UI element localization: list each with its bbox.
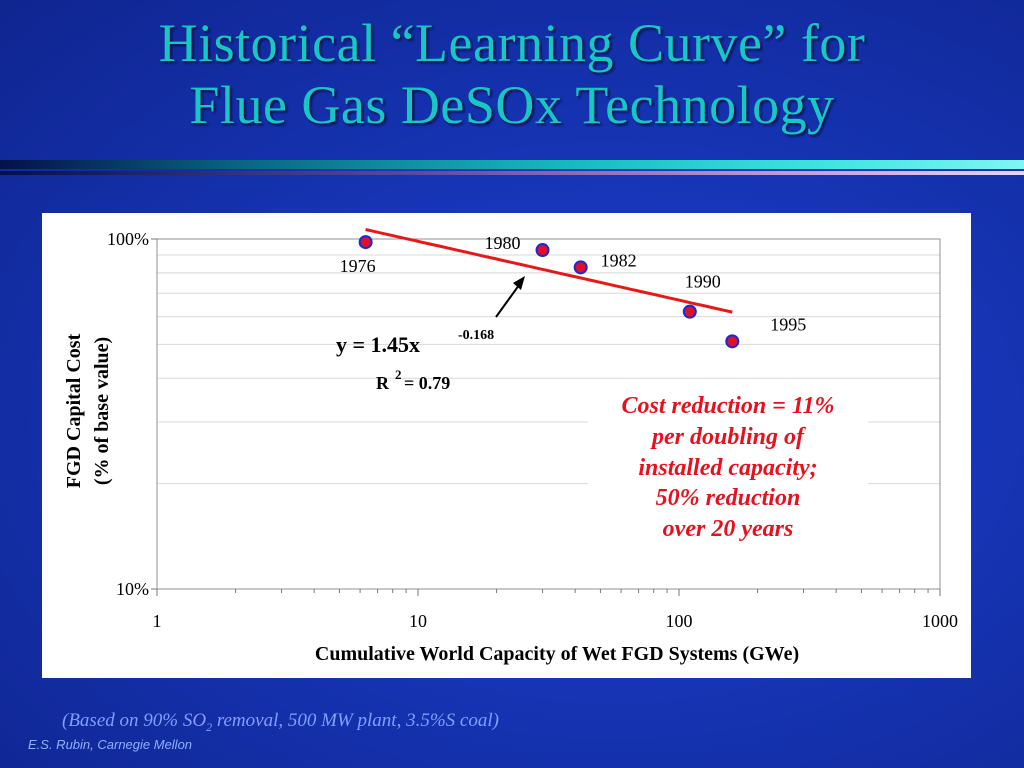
data-label-1976: 1976 — [340, 256, 376, 276]
data-point-1995 — [725, 334, 740, 349]
data-label-1990: 1990 — [685, 272, 721, 292]
title-line-2: Flue Gas DeSOx Technology — [189, 75, 835, 135]
annotation-line-2: per doubling of — [650, 424, 806, 450]
y-axis-title-line-1: FGD Capital Cost — [63, 333, 85, 488]
x-tick-label: 100 — [666, 611, 693, 631]
title-rule-cyan — [0, 160, 1024, 169]
r-squared-value: = 0.79 — [404, 373, 450, 393]
x-tick-label: 1 — [153, 611, 162, 631]
data-point-1980 — [535, 243, 550, 258]
annotation-line-5: over 20 years — [663, 516, 794, 542]
footnote-subscript: 2 — [206, 719, 213, 734]
equation-arrowhead — [513, 276, 525, 290]
data-point-1982 — [573, 260, 588, 275]
tick-layer: 1 10 100 1000 10% 100% — [107, 229, 958, 631]
equation-exponent: -0.168 — [458, 328, 494, 343]
plot-frame — [156, 238, 941, 590]
title-line-1: Historical “Learning Curve” for — [158, 13, 866, 73]
x-tick-label: 1000 — [922, 611, 958, 631]
marker-layer — [358, 235, 740, 349]
slide-title: Historical “Learning Curve” for Flue Gas… — [0, 12, 1024, 136]
x-tick-label: 10 — [409, 611, 427, 631]
label-layer: 1976 1980 1982 1990 1995 — [340, 233, 807, 334]
cost-reduction-annotation: Cost reduction = 11% per doubling of ins… — [621, 393, 834, 542]
y-tick-label: 100% — [107, 229, 149, 249]
grid-layer — [157, 254, 940, 485]
data-point-1990 — [682, 304, 697, 319]
title-rule-lavender — [0, 171, 1024, 175]
trend-line — [365, 228, 733, 314]
y-axis-title-line-2: (% of base value) — [91, 337, 113, 485]
equation-text: y = 1.45x — [336, 332, 420, 357]
learning-curve-chart: 1 10 100 1000 10% 100% 1976 1980 1982 1990 1995 C… — [63, 228, 958, 665]
annotation-line-3: installed capacity; — [638, 455, 817, 481]
credit-line: E.S. Rubin, Carnegie Mellon — [28, 737, 193, 752]
annotation-line-1: Cost reduction = 11% — [621, 393, 834, 419]
data-point-1976 — [358, 235, 373, 250]
annotation-background — [588, 385, 868, 553]
trend-layer — [365, 228, 733, 314]
footnote: (Based on 90% SO2 removal, 500 MW plant,… — [62, 710, 499, 735]
chart-panel: 1 10 100 1000 10% 100% 1976 1980 1982 1990 1995 C… — [42, 213, 971, 678]
data-label-1982: 1982 — [601, 250, 637, 270]
footnote-suffix: removal, 500 MW plant, 3.5%S coal) — [212, 710, 499, 731]
data-label-1980: 1980 — [485, 233, 521, 253]
footnote-prefix: (Based on 90% SO — [62, 710, 207, 731]
data-label-1995: 1995 — [770, 314, 806, 334]
y-tick-label: 10% — [116, 579, 149, 599]
r-squared-r: R — [376, 373, 390, 393]
r-squared-sup: 2 — [395, 367, 402, 382]
annotation-line-4: 50% reduction — [656, 485, 801, 511]
x-axis-title: Cumulative World Capacity of Wet FGD Sys… — [315, 643, 799, 665]
equation-label: y = 1.45x -0.168 R 2 = 0.79 — [336, 328, 494, 393]
